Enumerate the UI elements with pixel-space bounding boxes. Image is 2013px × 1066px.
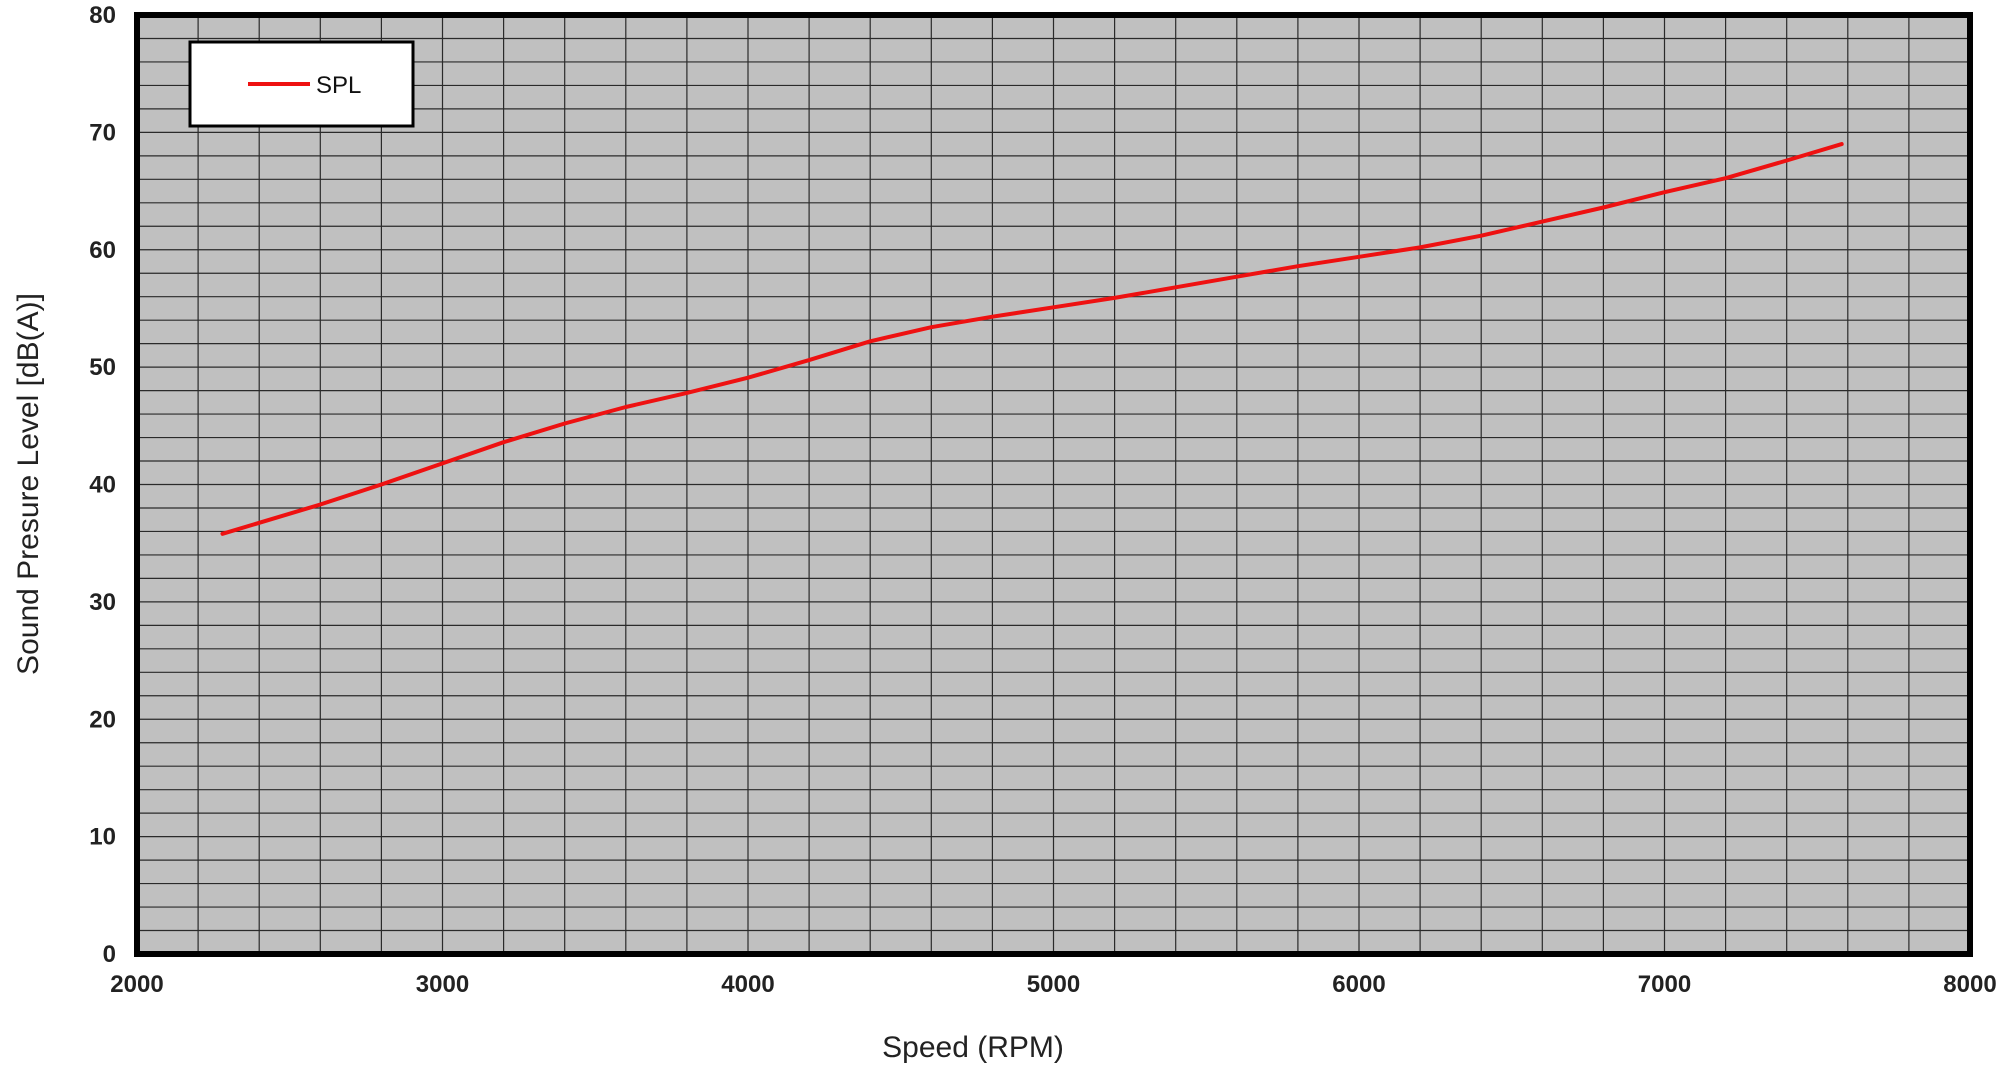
x-tick-labels: 2000 3000 4000 5000 6000 7000 8000	[110, 971, 1996, 998]
legend-label-spl: SPL	[316, 72, 361, 99]
grid-lines	[137, 15, 1970, 954]
y-tick-label: 60	[89, 237, 116, 264]
plot-frame	[134, 12, 1973, 957]
y-tick-labels: 0 10 20 30 40 50 60 70 80	[89, 2, 116, 968]
y-tick-label: 0	[103, 941, 116, 968]
x-tick-label: 8000	[1943, 971, 1996, 998]
y-tick-label: 20	[89, 706, 116, 733]
y-axis-title: Sound Presure Level [dB(A)]	[12, 293, 45, 675]
x-tick-label: 5000	[1027, 971, 1080, 998]
y-tick-label: 70	[89, 119, 116, 146]
series-line-spl	[220, 142, 1844, 536]
x-axis-title: Speed (RPM)	[882, 1031, 1064, 1064]
x-tick-label: 7000	[1638, 971, 1691, 998]
y-tick-label: 80	[89, 2, 116, 29]
y-tick-label: 10	[89, 824, 116, 851]
y-tick-label: 30	[89, 589, 116, 616]
x-tick-label: 3000	[416, 971, 469, 998]
legend: SPL	[188, 40, 415, 128]
x-tick-label: 4000	[721, 971, 774, 998]
y-tick-label: 40	[89, 472, 116, 499]
x-tick-label: 6000	[1332, 971, 1385, 998]
y-tick-label: 50	[89, 354, 116, 381]
series-lines	[220, 142, 1844, 536]
x-tick-label: 2000	[110, 971, 163, 998]
